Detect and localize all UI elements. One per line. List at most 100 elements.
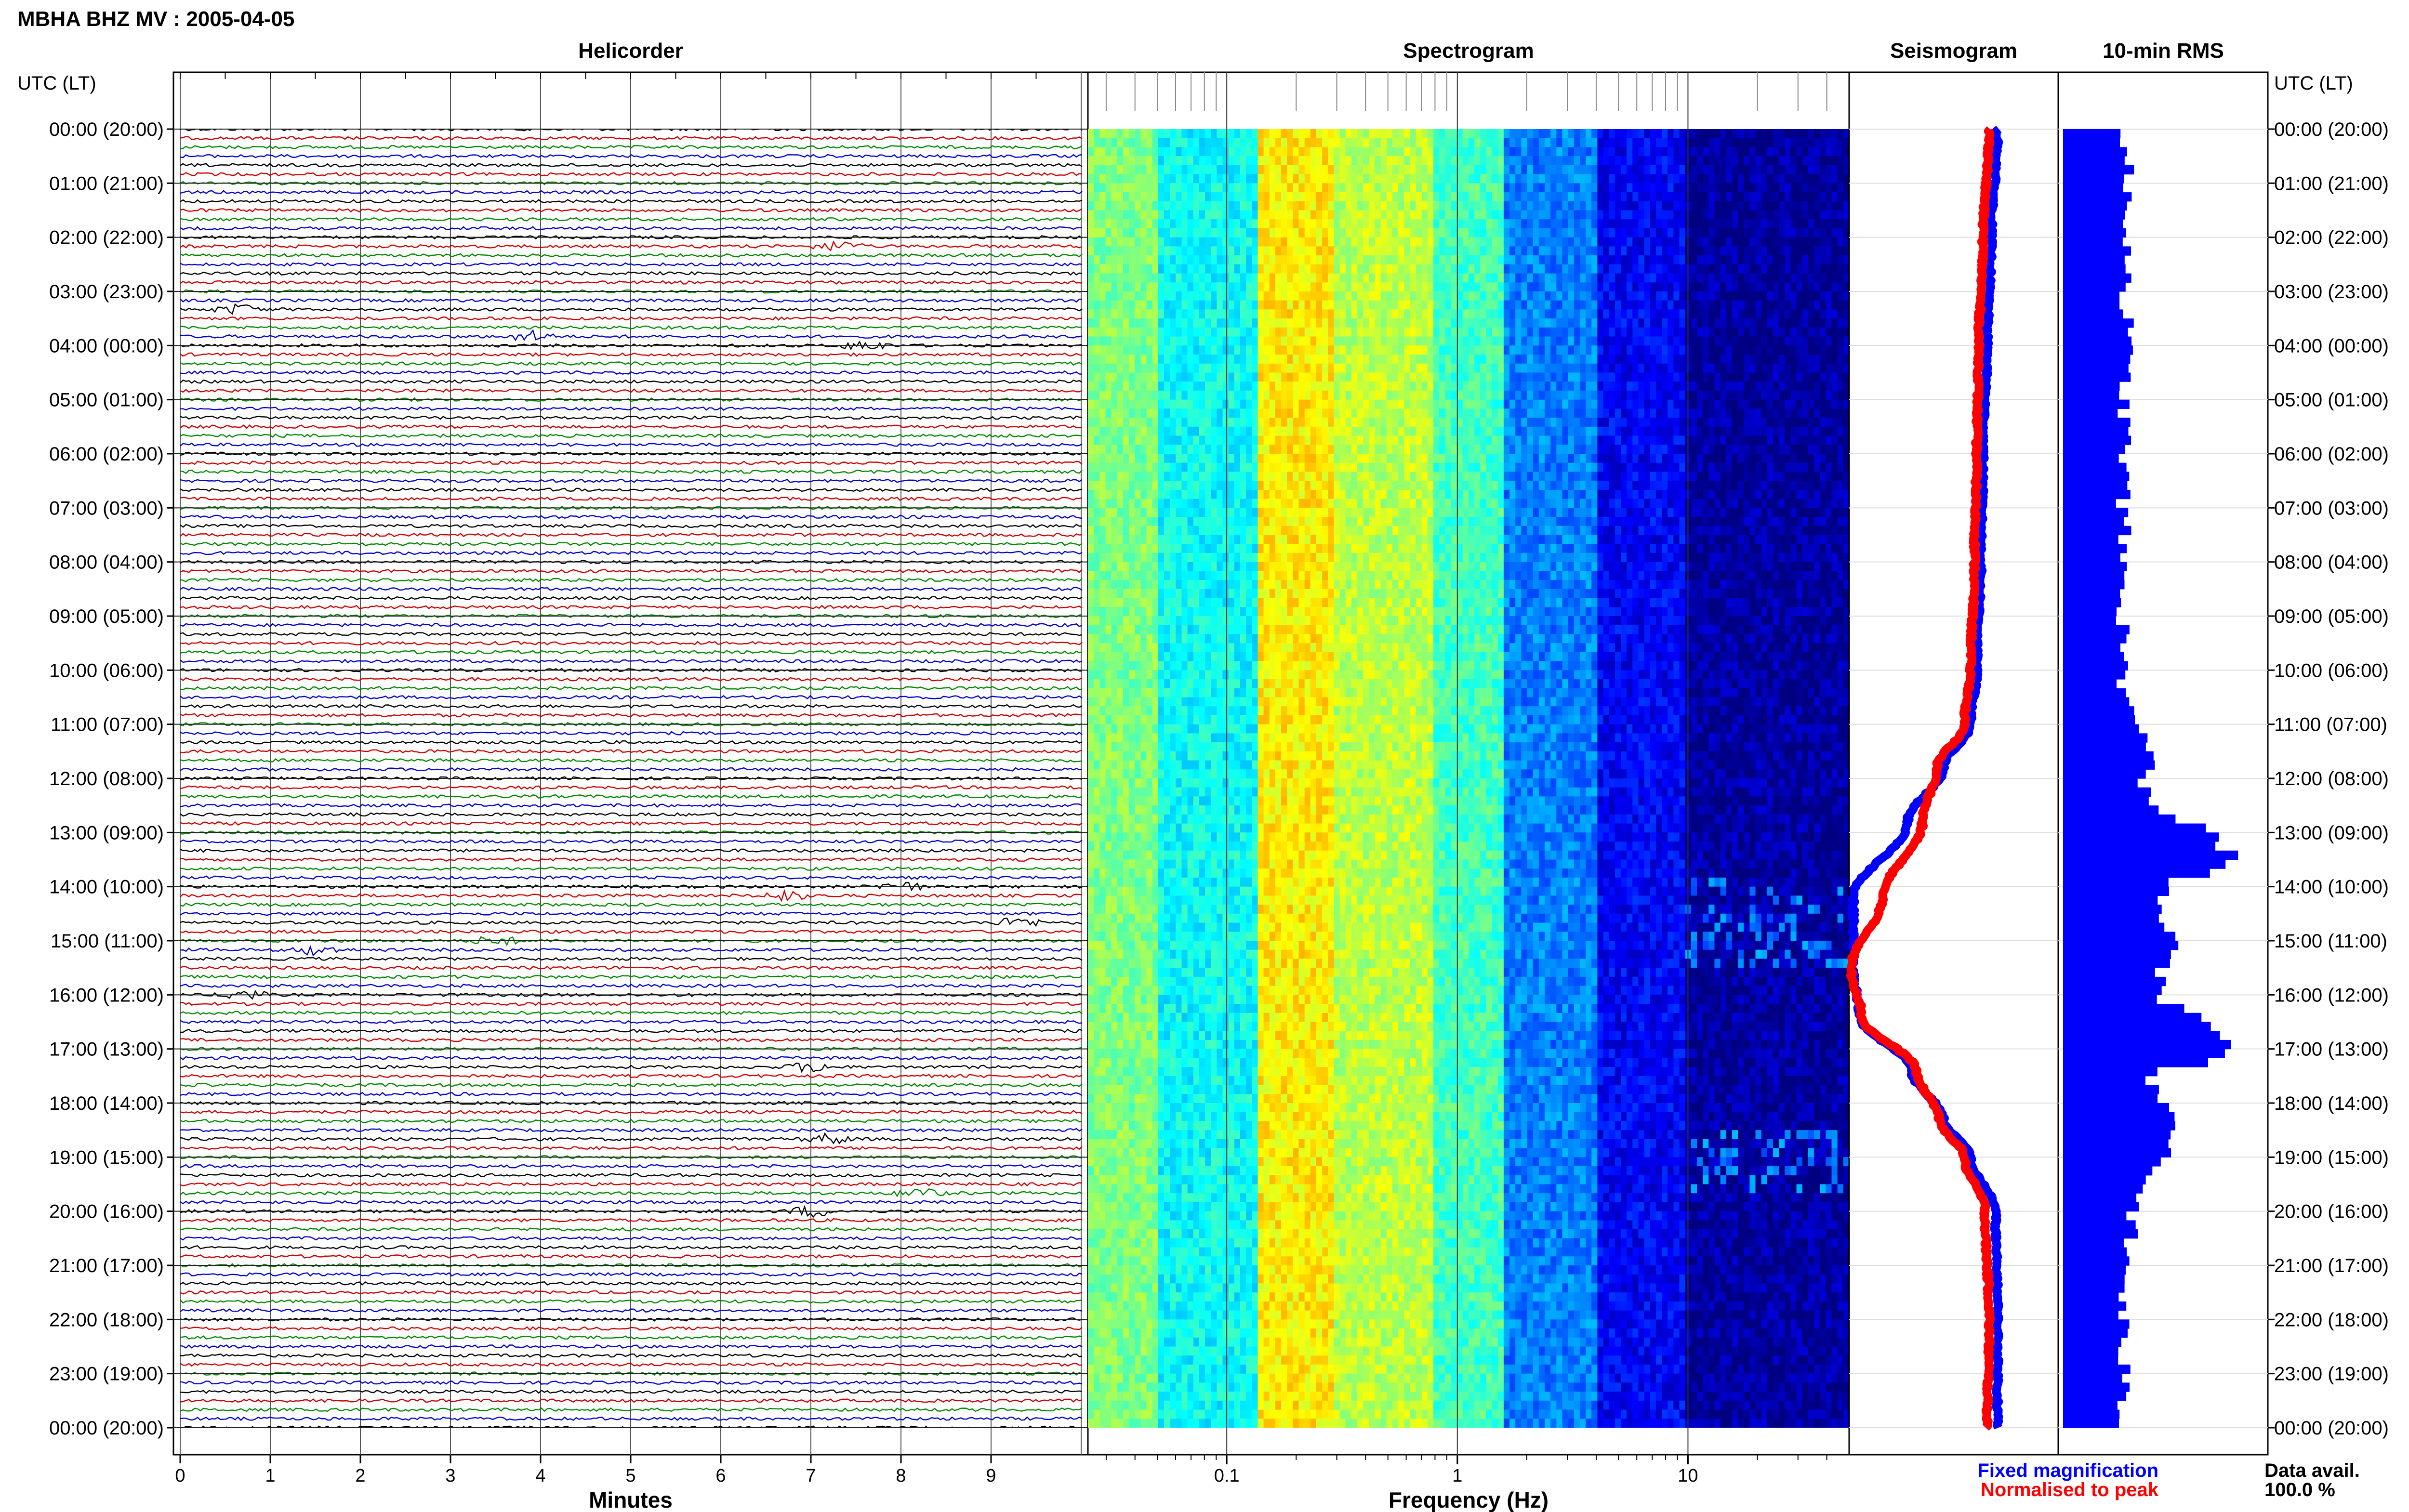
spectrogram-cell (1357, 255, 1364, 265)
spectrogram-cell (1257, 408, 1264, 418)
spectrogram-cell (1720, 174, 1727, 184)
spectrogram-cell (1158, 309, 1165, 319)
spectrogram-cell (1328, 210, 1335, 220)
spectrogram-cell (1205, 435, 1212, 446)
spectrogram-cell (1345, 363, 1352, 373)
spectrogram-cell (1310, 192, 1317, 202)
spectrogram-cell (1744, 246, 1750, 256)
spectrogram-cell (1785, 445, 1791, 454)
spectrogram-cell (1181, 345, 1188, 355)
spectrogram-cell (1339, 201, 1346, 211)
spectrogram-cell (1767, 147, 1774, 157)
spectrogram-cell (1339, 246, 1346, 256)
spectrogram-cell (1820, 390, 1827, 400)
spectrogram-cell (1796, 219, 1803, 229)
spectrogram-cell (1328, 237, 1335, 247)
helicorder-trace (180, 821, 1083, 826)
spectrogram-cell (1755, 381, 1762, 391)
spectrogram-cell (1275, 183, 1282, 193)
spectrogram-cell (1579, 445, 1586, 454)
spectrogram-cell (1257, 381, 1264, 391)
spectrogram-cell (1650, 264, 1656, 274)
spectrogram-cell (1720, 138, 1727, 148)
spectrogram-cell (1462, 201, 1469, 211)
spectrogram-cell (1744, 309, 1750, 319)
spectrogram-cell (1550, 282, 1557, 292)
spectrogram-cell (1404, 363, 1411, 373)
spectrogram-cell (1146, 372, 1153, 382)
spectrogram-cell (1088, 399, 1094, 409)
spectrogram-cell (1662, 435, 1668, 446)
spectrogram-cell (1217, 355, 1223, 364)
spectrogram-cell (1222, 192, 1229, 202)
spectrogram-cell (1363, 355, 1370, 364)
spectrogram-cell (1339, 174, 1346, 184)
spectrogram-cell (1357, 345, 1364, 355)
spectrogram-cell (1837, 418, 1844, 427)
spectrogram-cell (1480, 228, 1487, 238)
spectrogram-cell (1088, 300, 1094, 310)
spectrogram-cell (1820, 426, 1827, 436)
spectrogram-cell (1094, 309, 1100, 319)
spectrogram-cell (1105, 219, 1112, 229)
spectrogram-cell (1287, 291, 1294, 301)
spectrogram-cell (1497, 372, 1504, 382)
spectrogram-cell (1146, 201, 1153, 211)
spectrogram-cell (1627, 390, 1633, 400)
spectrogram-cell (1515, 291, 1522, 301)
spectrogram-cell (1386, 192, 1393, 202)
spectrogram-cell (1749, 246, 1756, 256)
spectrogram-cell (1673, 237, 1680, 247)
spectrogram-cell (1287, 201, 1294, 211)
spectrogram-cell (1234, 264, 1241, 274)
spectrogram-cell (1586, 408, 1592, 418)
spectrogram-cell (1263, 300, 1270, 310)
spectrogram-cell (1655, 246, 1662, 256)
spectrogram-cell (1158, 318, 1165, 328)
spectrogram-cell (1627, 426, 1633, 436)
spectrogram-cell (1533, 381, 1539, 391)
spectrogram-cell (1293, 228, 1299, 238)
spectrogram-cell (1433, 228, 1440, 238)
spectrogram-cell (1632, 210, 1639, 220)
spectrogram-cell (1597, 174, 1604, 184)
spectrogram-cell (1550, 309, 1557, 319)
spectrogram-cell (1521, 300, 1528, 310)
spectrogram-cell (1574, 129, 1580, 139)
spectrogram-cell (1181, 147, 1188, 157)
spectrogram-cell (1298, 390, 1305, 400)
spectrogram-cell (1644, 399, 1651, 409)
spectrogram-cell (1088, 273, 1094, 283)
spectrogram-cell (1281, 318, 1288, 328)
spectrogram-cell (1521, 219, 1528, 229)
spectrogram-cell (1521, 445, 1528, 454)
spectrogram-cell (1679, 381, 1686, 391)
spectrogram-cell (1568, 228, 1575, 238)
spectrogram-cell (1117, 435, 1124, 446)
spectrogram-cell (1515, 138, 1522, 148)
spectrogram-cell (1650, 255, 1656, 265)
spectrogram-cell (1545, 381, 1551, 391)
spectrogram-cell (1655, 426, 1662, 436)
spectrogram-cell (1339, 445, 1346, 454)
spectrogram-cell (1814, 327, 1821, 337)
spectrogram-cell (1679, 418, 1686, 427)
spectrogram-cell (1597, 363, 1604, 373)
spectrogram-cell (1193, 210, 1200, 220)
spectrogram-cell (1545, 363, 1551, 373)
spectrogram-cell (1263, 237, 1270, 247)
spectrogram-cell (1246, 426, 1253, 436)
spectrogram-cell (1650, 246, 1656, 256)
spectrogram-cell (1726, 408, 1733, 418)
spectrogram-cell (1298, 138, 1305, 148)
spectrogram-cell (1433, 165, 1440, 175)
spectrogram-cell (1644, 363, 1651, 373)
spectrogram-cell (1603, 219, 1610, 229)
spectrogram-cell (1439, 282, 1446, 292)
spectrogram-cell (1568, 418, 1575, 427)
spectrogram-cell (1293, 192, 1299, 202)
helicorder-minute-tick-label: 8 (896, 1466, 906, 1486)
spectrogram-cell (1644, 183, 1651, 193)
spectrogram-cell (1386, 336, 1393, 346)
spectrogram-cell (1398, 399, 1405, 409)
